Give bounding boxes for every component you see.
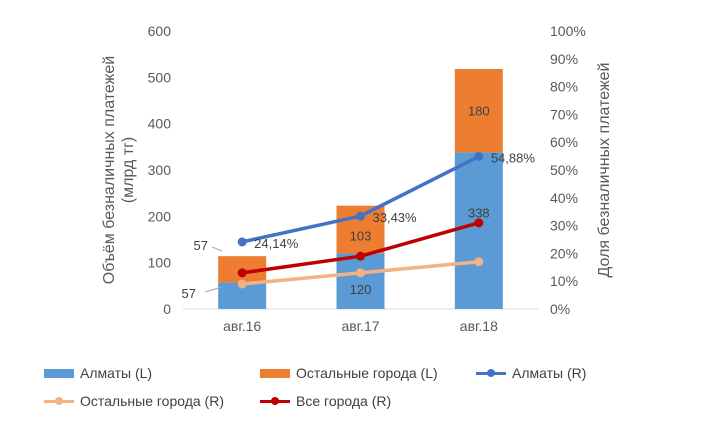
y-right-tick-label: 90% <box>550 51 578 67</box>
bar-label-other-cities: 103 <box>350 229 372 244</box>
y-right-tick-label: 0% <box>550 301 570 317</box>
y-left-tick-label: 600 <box>148 23 172 39</box>
y-right-tick-label: 60% <box>550 134 578 150</box>
line-label-almaty-share: 24,14% <box>254 236 299 251</box>
line-all-cities-share-point <box>237 268 247 278</box>
bar-label-other-cities: 57 <box>194 238 208 253</box>
y-right-tick-label: 40% <box>550 190 578 206</box>
y-right-tick-label: 80% <box>550 79 578 95</box>
y-left-tick-label: 500 <box>148 69 172 85</box>
y-right-tick-label: 20% <box>550 245 578 261</box>
y-left-tick-label: 300 <box>148 162 172 178</box>
y-axis-right-title: Доля безналичных платежей <box>596 63 613 278</box>
x-tick-label: авг.18 <box>460 318 498 334</box>
y-left-tick-label: 0 <box>163 301 171 317</box>
line-almaty-share-point <box>474 151 484 161</box>
y-left-tick-label: 200 <box>148 208 172 224</box>
lines <box>237 151 484 289</box>
y-right-tick-label: 10% <box>550 273 578 289</box>
axes: 0 100 200 300 400 500 600 0% 10% 20% 30% 40% 50% 60% 7… <box>148 23 586 334</box>
line-almaty-share-point <box>237 237 247 247</box>
y-axis-left-title-line2: (млрд тг) <box>120 137 137 203</box>
bar-almaty <box>454 152 503 309</box>
bar-other-cities <box>454 68 503 153</box>
line-all-cities-share-point <box>474 218 484 228</box>
line-label-almaty-share: 33,43% <box>373 210 418 225</box>
leader-line <box>211 246 223 252</box>
bar-label-almaty: 120 <box>350 282 372 297</box>
y-right-tick-label: 100% <box>550 23 586 39</box>
y-right-tick-label: 70% <box>550 106 578 122</box>
y-right-tick-label: 50% <box>550 162 578 178</box>
line-almaty-share-point <box>356 211 365 221</box>
bar-almaty <box>336 253 385 309</box>
line-all-cities-share-point <box>356 251 365 261</box>
line-other-cities-share-point <box>474 257 484 267</box>
bar-label-other-cities: 180 <box>468 104 490 119</box>
x-tick-label: авг.16 <box>223 318 261 334</box>
bar-label-almaty: 57 <box>182 286 196 301</box>
line-other-cities-share-point <box>356 268 365 278</box>
y-axis-left-title-line1: Объём безналичных платежей <box>101 56 118 284</box>
bar-label-almaty: 338 <box>468 206 490 221</box>
y-right-tick-label: 30% <box>550 218 578 234</box>
y-left-tick-label: 400 <box>148 116 172 132</box>
x-tick-label: авг.17 <box>341 318 379 334</box>
line-label-almaty-share: 54,88% <box>491 150 536 165</box>
data-labels: 57 57 120 103 338 180 24,14% 33,43% 54,88% <box>182 104 536 301</box>
y-left-tick-label: 100 <box>148 255 172 271</box>
leader-line <box>204 286 223 293</box>
line-other-cities-share-point <box>237 279 247 289</box>
